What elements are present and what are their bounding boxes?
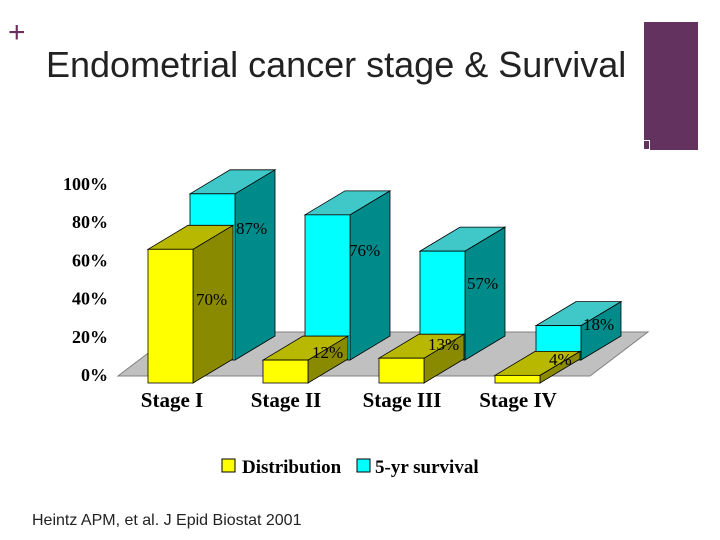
bar-front xyxy=(494,374,541,384)
y-tick-label: 40% xyxy=(72,289,108,309)
bar-distribution-1 xyxy=(146,224,235,384)
data-label-survival: 18% xyxy=(583,315,614,334)
legend-label-distribution: Distribution xyxy=(242,457,342,478)
data-label-distribution: 12% xyxy=(312,343,343,362)
x-axis-categories: Stage I Stage II Stage III Stage IV xyxy=(141,388,557,412)
y-tick-label: 80% xyxy=(72,212,108,232)
citation: Heintz APM, et al. J Epid Biostat 2001 xyxy=(32,512,302,529)
x-category-label: Stage I xyxy=(141,388,203,412)
plus-icon: + xyxy=(8,16,26,49)
accent-bar xyxy=(644,22,698,150)
legend-swatch-survival xyxy=(356,458,371,473)
y-tick-label: 100% xyxy=(63,174,108,194)
data-label-distribution: 70% xyxy=(196,290,227,309)
data-label-distribution: 13% xyxy=(428,335,459,354)
data-label-survival: 76% xyxy=(349,241,380,260)
bar-survival-2 xyxy=(303,190,392,361)
x-category-label: Stage IV xyxy=(479,388,557,412)
chart-legend: Distribution 5-yr survival xyxy=(221,457,479,478)
bar-front xyxy=(378,357,425,384)
legend-label-survival: 5-yr survival xyxy=(375,457,479,478)
data-label-survival: 57% xyxy=(467,274,498,293)
bar-distribution-4 xyxy=(493,350,582,384)
bar-distribution-3 xyxy=(377,333,466,384)
y-axis-ticks: 0% 20% 40% 60% 80% 100% xyxy=(63,174,108,385)
chart-bars: 70% 12% 13% 4% 87% 76% 57% 18% xyxy=(146,169,623,384)
bar-front xyxy=(262,359,309,384)
data-label-distribution: 4% xyxy=(549,350,572,369)
data-label-survival: 87% xyxy=(236,219,267,238)
legend-swatch-distribution xyxy=(221,458,236,473)
x-category-label: Stage II xyxy=(251,388,322,412)
bar-side xyxy=(234,169,276,361)
slide-title: Endometrial cancer stage & Survival xyxy=(46,44,627,85)
accent-square xyxy=(640,140,650,150)
x-category-label: Stage III xyxy=(363,388,442,412)
y-tick-label: 20% xyxy=(72,327,108,347)
bar-distribution-2 xyxy=(261,335,350,384)
y-tick-label: 60% xyxy=(72,250,108,270)
bar-side xyxy=(349,190,391,361)
bar-front xyxy=(147,248,194,384)
y-tick-label: 0% xyxy=(81,365,108,385)
